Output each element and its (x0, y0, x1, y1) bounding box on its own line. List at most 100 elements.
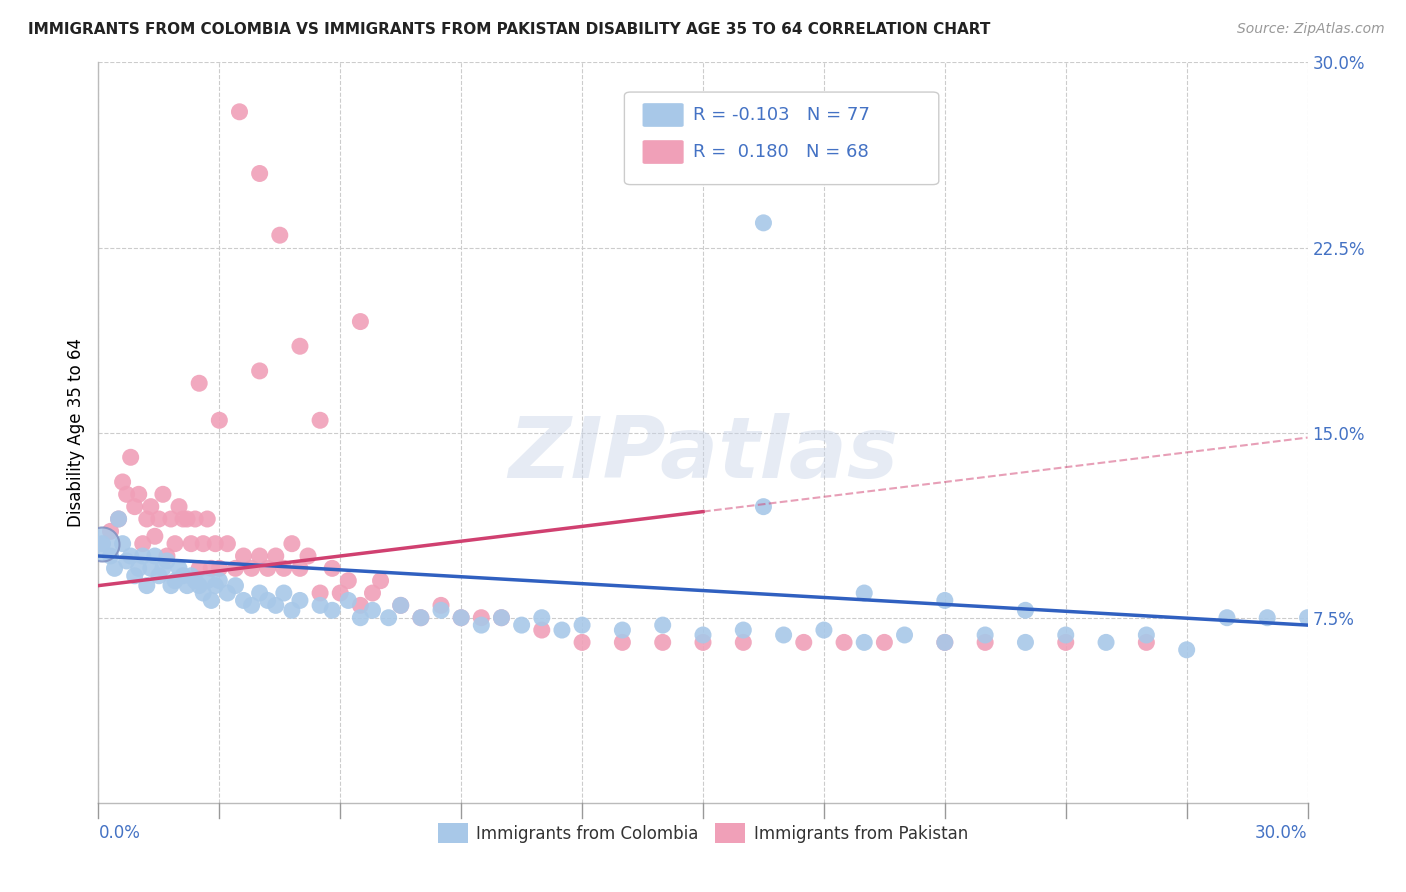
Point (692, 635, 714, 649)
Point (264, 549, 287, 563)
Point (1095, 635, 1118, 649)
Point (450, 610, 472, 624)
FancyBboxPatch shape (643, 140, 683, 164)
Point (176, 579, 198, 593)
Point (91, 536, 114, 550)
Point (132, 549, 155, 563)
Point (430, 599, 453, 613)
Point (120, 549, 142, 563)
Point (974, 635, 997, 649)
Point (160, 512, 183, 526)
Point (148, 568, 170, 582)
Point (100, 524, 122, 539)
Point (264, 599, 287, 613)
Y-axis label: Disability Age 35 to 64: Disability Age 35 to 64 (66, 338, 84, 527)
Point (934, 593, 956, 607)
Point (249, 549, 271, 563)
Point (143, 529, 166, 543)
Point (1296, 610, 1319, 624)
Point (288, 339, 311, 353)
Point (184, 512, 207, 526)
Point (256, 593, 278, 607)
Point (288, 561, 311, 575)
Point (180, 536, 202, 550)
Point (100, 549, 122, 563)
Point (349, 599, 371, 613)
Point (232, 549, 254, 563)
Point (853, 635, 876, 649)
Point (370, 574, 392, 588)
Point (491, 610, 513, 624)
Point (772, 628, 794, 642)
Point (217, 536, 239, 550)
Point (329, 586, 352, 600)
Point (692, 628, 714, 642)
FancyBboxPatch shape (643, 103, 683, 127)
Point (208, 413, 231, 427)
Point (491, 610, 513, 624)
Point (124, 500, 146, 514)
Point (430, 603, 453, 617)
Text: R =  0.180   N = 68: R = 0.180 N = 68 (693, 143, 869, 161)
Point (224, 561, 246, 575)
Point (163, 536, 186, 550)
Point (103, 561, 125, 575)
Point (107, 512, 129, 526)
Point (195, 574, 218, 588)
Point (200, 593, 222, 607)
Point (128, 561, 150, 575)
Point (612, 635, 634, 649)
Point (1054, 628, 1077, 642)
Point (530, 623, 553, 637)
Point (240, 561, 263, 575)
Point (256, 561, 278, 575)
Point (530, 610, 553, 624)
Point (309, 599, 332, 613)
Point (139, 561, 162, 575)
Point (167, 561, 190, 575)
Point (249, 364, 271, 378)
Point (228, 104, 250, 119)
Point (752, 216, 775, 230)
Point (361, 586, 384, 600)
Text: IMMIGRANTS FROM COLOMBIA VS IMMIGRANTS FROM PAKISTAN DISABILITY AGE 35 TO 64 COR: IMMIGRANTS FROM COLOMBIA VS IMMIGRANTS F… (28, 22, 990, 37)
Point (288, 593, 311, 607)
Point (111, 536, 134, 550)
Point (281, 536, 304, 550)
Point (1135, 635, 1157, 649)
Point (389, 599, 412, 613)
Point (273, 561, 295, 575)
Point (232, 593, 254, 607)
Point (156, 549, 179, 563)
Point (612, 623, 634, 637)
Point (124, 568, 146, 582)
Point (321, 561, 343, 575)
Text: ZIPatlas: ZIPatlas (508, 413, 898, 496)
Point (172, 568, 194, 582)
Point (309, 586, 332, 600)
Point (200, 561, 222, 575)
Point (1216, 610, 1239, 624)
Point (188, 561, 211, 575)
Point (337, 574, 360, 588)
Point (240, 599, 263, 613)
Point (163, 574, 186, 588)
Point (337, 593, 360, 607)
Point (167, 500, 190, 514)
Point (115, 487, 138, 501)
Point (249, 166, 271, 180)
Point (156, 554, 179, 568)
Point (1175, 642, 1198, 657)
Point (651, 618, 673, 632)
Point (752, 500, 775, 514)
Point (176, 512, 198, 526)
Point (571, 635, 593, 649)
Point (188, 376, 211, 391)
Point (224, 579, 246, 593)
Point (152, 561, 174, 575)
Point (571, 618, 593, 632)
Point (135, 579, 157, 593)
Point (193, 586, 215, 600)
Point (733, 635, 755, 649)
Point (470, 618, 492, 632)
